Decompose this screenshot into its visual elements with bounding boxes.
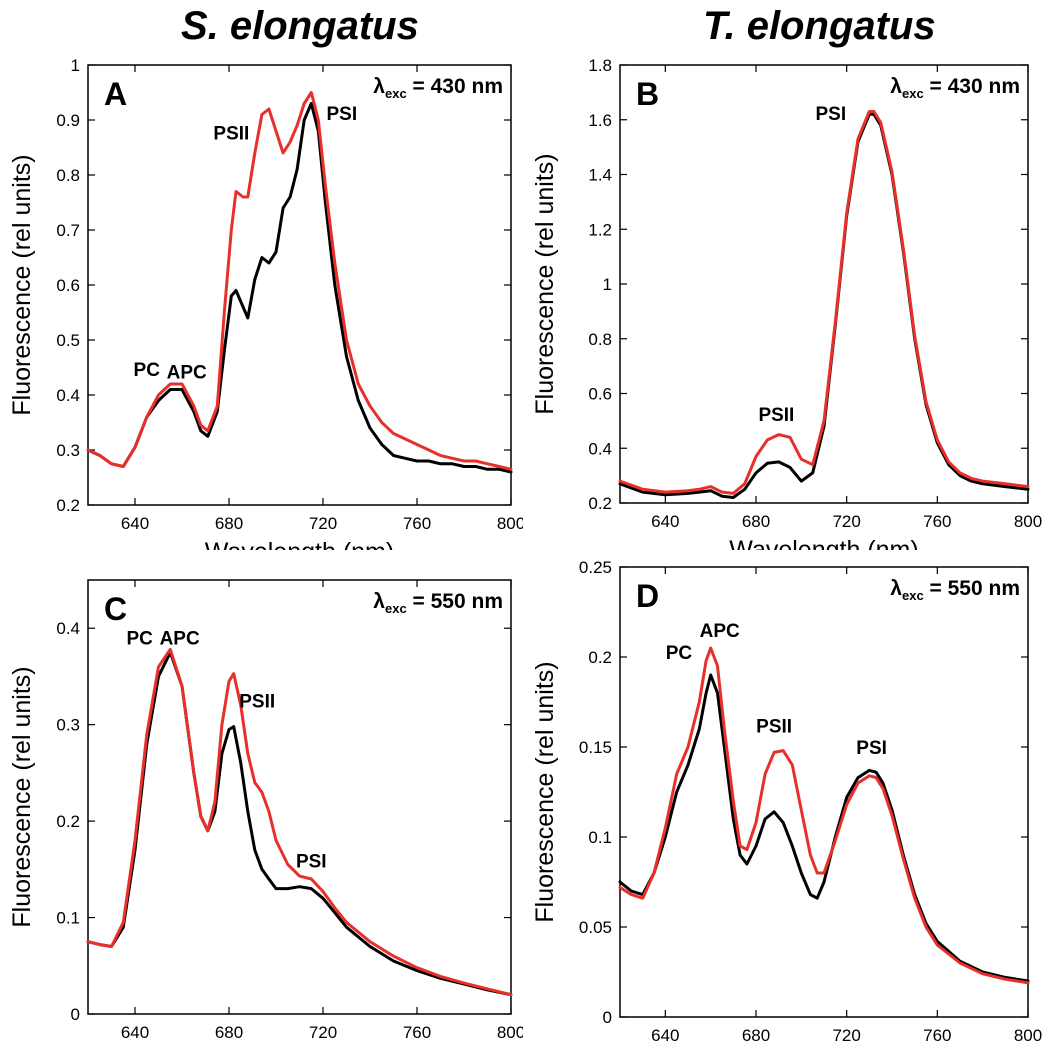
y-tick-label: 0.6 bbox=[56, 276, 80, 295]
y-tick-label: 1.2 bbox=[588, 220, 612, 239]
peak-annotation: PSI bbox=[326, 104, 357, 125]
y-tick-label: 0.2 bbox=[588, 648, 612, 667]
series-line-red bbox=[86, 91, 513, 471]
peak-annotation: APC bbox=[167, 363, 207, 384]
excitation-label: λexc = 550 nm bbox=[890, 577, 1020, 603]
peak-annotation: PSI bbox=[815, 104, 846, 125]
y-tick-label: 0.6 bbox=[588, 385, 612, 404]
x-tick-label: 680 bbox=[215, 514, 243, 533]
x-tick-label: 680 bbox=[215, 1023, 243, 1042]
x-axis-label: Wavelength (nm) bbox=[729, 536, 918, 550]
y-tick-label: 1.6 bbox=[588, 111, 612, 130]
series-line-black bbox=[86, 102, 513, 474]
y-tick-label: 0.8 bbox=[56, 166, 80, 185]
plot-frame bbox=[87, 64, 512, 506]
y-tick-label: 0.4 bbox=[56, 619, 80, 638]
y-tick-label: 0.25 bbox=[579, 558, 612, 577]
peak-annotation: PSII bbox=[239, 691, 275, 712]
panel-label: A bbox=[104, 76, 127, 112]
y-tick-label: 0.3 bbox=[56, 441, 80, 460]
y-tick-label: 0 bbox=[603, 1008, 612, 1027]
plot-frame bbox=[619, 566, 1029, 1018]
chart-panel-c: 640 680 720 760 800 0 0.1 0.2 0.3 0.4 Wavelength (… bbox=[8, 579, 523, 1050]
excitation-label: λexc = 550 nm bbox=[373, 590, 503, 616]
series-line-red bbox=[618, 110, 1030, 495]
y-axis-label: Fluorescence (rel units) bbox=[8, 666, 36, 927]
y-tick-label: 0.5 bbox=[56, 331, 80, 350]
series-line-red bbox=[618, 646, 1030, 985]
x-tick-label: 640 bbox=[121, 514, 149, 533]
y-tick-label: 0.1 bbox=[588, 828, 612, 847]
y-tick-label: 0 bbox=[71, 1005, 80, 1024]
y-tick-label: 1 bbox=[71, 56, 80, 75]
peak-annotation: PC bbox=[134, 360, 161, 381]
x-tick-label: 720 bbox=[309, 514, 337, 533]
series-line-black bbox=[86, 650, 513, 997]
y-tick-label: 0.4 bbox=[588, 439, 612, 458]
excitation-label: λexc = 430 nm bbox=[373, 75, 503, 101]
x-tick-label: 640 bbox=[651, 512, 679, 531]
x-tick-label: 760 bbox=[403, 514, 431, 533]
y-tick-label: 0.9 bbox=[56, 111, 80, 130]
y-tick-label: 0.15 bbox=[579, 738, 612, 757]
y-tick-label: 0.4 bbox=[56, 386, 80, 405]
panel-label: C bbox=[104, 591, 127, 627]
panel-label: D bbox=[636, 578, 659, 614]
x-tick-label: 760 bbox=[923, 1026, 951, 1045]
y-tick-label: 0.2 bbox=[588, 494, 612, 513]
series-line-red bbox=[86, 647, 513, 997]
y-tick-label: 0.05 bbox=[579, 918, 612, 937]
y-axis-label: Fluorescence (rel units) bbox=[8, 154, 36, 415]
chart-panel-a: 640 680 720 760 800 0.2 0.3 0.4 0.5 0.6 0.7 0.8 0.9 1… bbox=[8, 56, 523, 550]
plot-frame bbox=[619, 64, 1029, 504]
peak-annotation: PSII bbox=[756, 717, 792, 738]
y-axis-label: Fluorescence (rel units) bbox=[531, 153, 559, 414]
x-axis-label: Wavelength (nm) bbox=[205, 538, 394, 550]
x-tick-label: 680 bbox=[742, 512, 770, 531]
y-tick-label: 1.4 bbox=[588, 166, 612, 185]
x-tick-label: 800 bbox=[497, 1023, 523, 1042]
excitation-label: λexc = 430 nm bbox=[890, 75, 1020, 101]
series-line-black bbox=[618, 673, 1030, 983]
y-axis-label: Fluorescence (rel units) bbox=[531, 661, 559, 922]
x-tick-label: 800 bbox=[1014, 1026, 1042, 1045]
y-tick-label: 0.3 bbox=[56, 716, 80, 735]
y-tick-label: 1.8 bbox=[588, 56, 612, 75]
x-tick-label: 680 bbox=[742, 1026, 770, 1045]
peak-annotation: PC bbox=[126, 629, 153, 650]
peak-annotation: PSII bbox=[213, 123, 249, 144]
chart-panel-d: 64068072076080000.050.10.150.20.25Wavele… bbox=[531, 558, 1042, 1045]
x-tick-label: 720 bbox=[832, 512, 860, 531]
x-tick-label: 760 bbox=[403, 1023, 431, 1042]
x-tick-label: 640 bbox=[651, 1026, 679, 1045]
x-tick-label: 800 bbox=[497, 514, 523, 533]
x-tick-label: 720 bbox=[309, 1023, 337, 1042]
plot-frame bbox=[87, 579, 512, 1015]
x-tick-label: 800 bbox=[1014, 512, 1042, 531]
x-tick-label: 760 bbox=[923, 512, 951, 531]
y-tick-label: 0.1 bbox=[56, 909, 80, 928]
peak-annotation: APC bbox=[160, 629, 200, 650]
x-tick-label: 640 bbox=[121, 1023, 149, 1042]
peak-annotation: PSI bbox=[856, 738, 887, 759]
column-title-left: S. elongatus bbox=[181, 4, 419, 48]
panel-label: B bbox=[636, 76, 659, 112]
y-tick-label: 0.7 bbox=[56, 221, 80, 240]
y-tick-label: 0.2 bbox=[56, 496, 80, 515]
x-tick-label: 720 bbox=[832, 1026, 860, 1045]
peak-annotation: APC bbox=[700, 621, 740, 642]
peak-annotation: PC bbox=[666, 643, 693, 664]
y-tick-label: 0.2 bbox=[56, 812, 80, 831]
column-title-right: T. elongatus bbox=[703, 4, 936, 48]
y-tick-label: 1 bbox=[603, 275, 612, 294]
x-axis-label: Wavelength (nm) bbox=[205, 1047, 394, 1050]
y-tick-label: 0.8 bbox=[588, 330, 612, 349]
peak-annotation: PSI bbox=[296, 851, 327, 872]
peak-annotation: PSII bbox=[758, 405, 794, 426]
series-line-black bbox=[618, 112, 1030, 499]
chart-panel-b: 640 680 720 760 800 0.2 0.4 0.6 0.8 1 1.2 1.4 1.6 1.8… bbox=[531, 56, 1042, 550]
